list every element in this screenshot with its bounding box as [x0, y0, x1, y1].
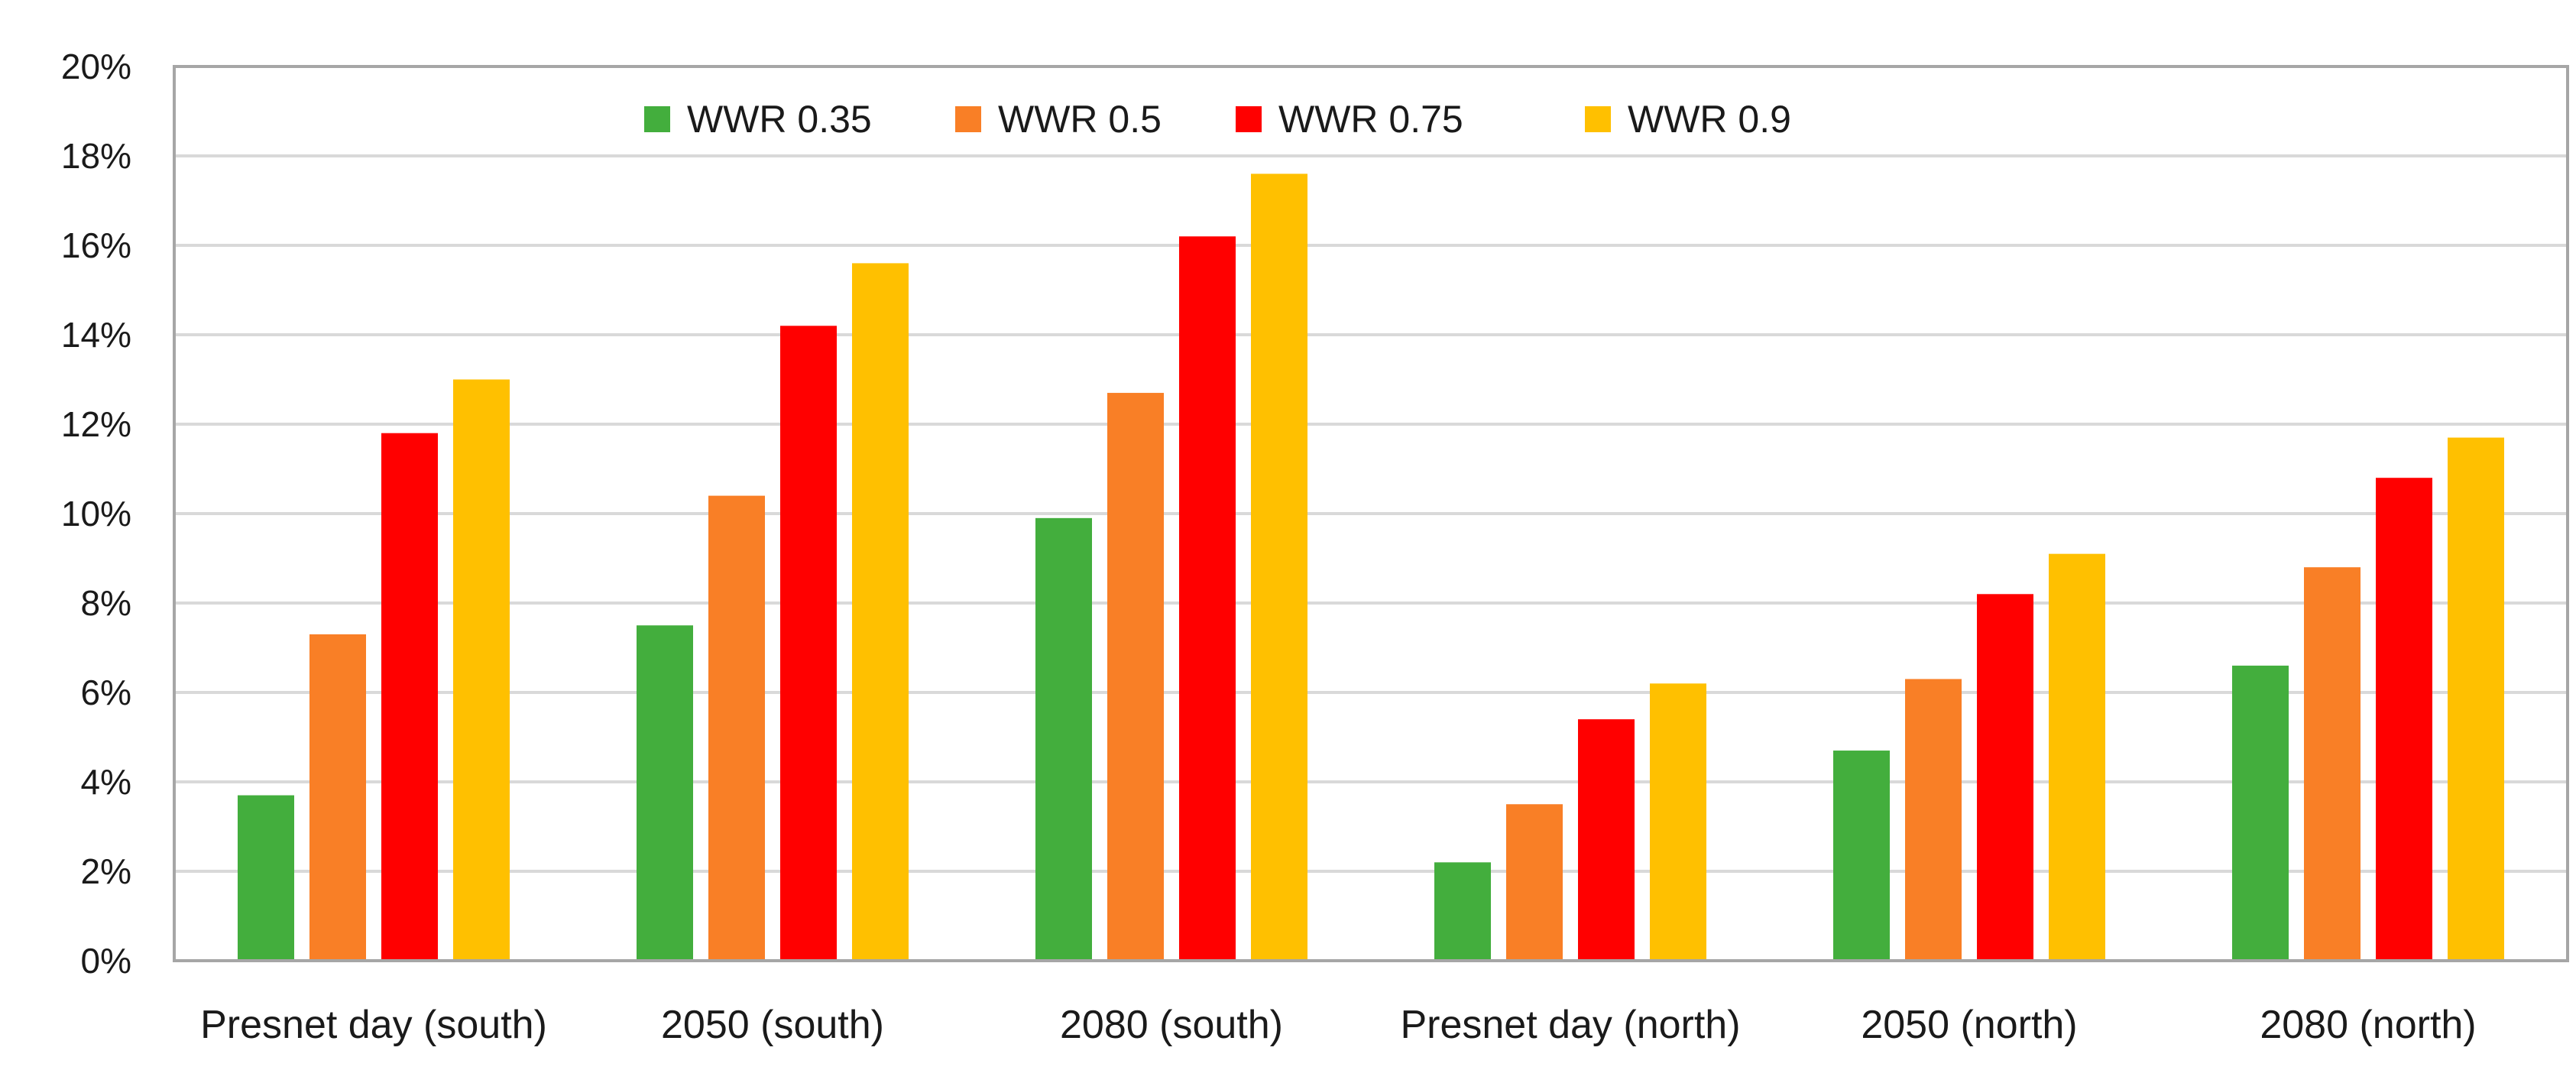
x-category-label: Presnet day (south) — [200, 1003, 547, 1047]
bar-wwr-0-75-6 — [2376, 478, 2432, 961]
legend-label: WWR 0.75 — [1278, 98, 1463, 141]
bar-wwr-0-9-1 — [453, 379, 510, 961]
plot-area-border — [173, 65, 2569, 962]
y-tick-label: 2% — [81, 851, 131, 891]
legend-label: WWR 0.9 — [1628, 98, 1791, 141]
x-axis-category-labels: Presnet day (south) 2050 (south) 2080 (sou… — [200, 1003, 2477, 1047]
y-tick-label: 8% — [81, 583, 131, 623]
y-tick-label: 4% — [81, 762, 131, 802]
bar-wwr-0-9-5 — [2049, 553, 2105, 961]
legend-swatch — [644, 106, 670, 132]
bar-wwr-0-5-3 — [1107, 393, 1164, 961]
legend: WWR 0.35 WWR 0.5 WWR 0.75 WWR 0.9 — [644, 98, 1791, 141]
bar-wwr-0-75-5 — [1977, 594, 2033, 961]
y-tick-label: 20% — [61, 47, 131, 86]
bar-wwr-0-75-3 — [1179, 236, 1236, 961]
y-axis-tick-labels: 0% 2% 4% 6% 8% 10% 12% 14% 16% 18% 20% — [61, 47, 131, 981]
bar-wwr-0-75-2 — [780, 326, 837, 961]
bar-wwr-0-5-6 — [2304, 567, 2361, 961]
y-tick-label: 14% — [61, 315, 131, 355]
bar-wwr-0-5-1 — [309, 634, 366, 961]
legend-swatch — [1585, 106, 1611, 132]
legend-swatch — [1236, 106, 1262, 132]
bar-wwr-0-35-1 — [238, 795, 294, 961]
y-tick-label: 16% — [61, 225, 131, 265]
bar-wwr-0-35-2 — [637, 625, 693, 961]
bar-wwr-0-5-4 — [1506, 804, 1563, 961]
bar-wwr-0-35-3 — [1035, 517, 1092, 961]
legend-label: WWR 0.35 — [687, 98, 872, 141]
y-tick-label: 12% — [61, 404, 131, 444]
bar-wwr-0-9-6 — [2448, 437, 2504, 961]
bar-wwr-0-75-1 — [381, 433, 438, 961]
bar-wwr-0-9-4 — [1650, 683, 1706, 961]
bar-wwr-0-9-2 — [852, 263, 909, 961]
x-category-label: 2050 (south) — [661, 1003, 884, 1047]
bars — [238, 173, 2504, 961]
x-category-label: 2080 (north) — [2260, 1003, 2476, 1047]
bar-wwr-0-35-5 — [1833, 751, 1890, 961]
legend-swatch — [955, 106, 981, 132]
y-tick-label: 10% — [61, 494, 131, 533]
bar-wwr-0-35-4 — [1434, 862, 1491, 961]
bar-wwr-0-9-3 — [1251, 173, 1307, 961]
bar-wwr-0-5-5 — [1905, 679, 1962, 961]
y-tick-label: 18% — [61, 136, 131, 176]
x-category-label: Presnet day (north) — [1400, 1003, 1740, 1047]
y-tick-label: 0% — [81, 941, 131, 981]
bar-wwr-0-35-6 — [2232, 665, 2289, 961]
bar-wwr-0-75-4 — [1578, 719, 1635, 961]
gridlines — [174, 154, 2568, 873]
bar-wwr-0-5-2 — [708, 495, 765, 961]
legend-label: WWR 0.5 — [998, 98, 1162, 141]
x-category-label: 2050 (north) — [1861, 1003, 2077, 1047]
y-tick-label: 6% — [81, 673, 131, 712]
x-category-label: 2080 (south) — [1060, 1003, 1283, 1047]
